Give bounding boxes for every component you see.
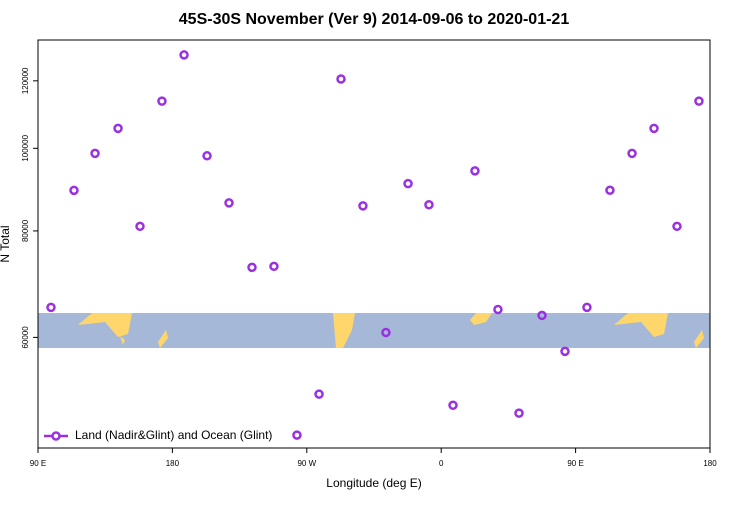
- data-point: [403, 178, 413, 189]
- y-tick-label: 120000: [21, 67, 30, 94]
- data-point: [46, 302, 56, 313]
- data-point: [672, 221, 682, 232]
- legend-label: Land (Nadir&Glint) and Ocean (Glint): [75, 428, 272, 442]
- y-tick-label: 80000: [21, 219, 30, 242]
- data-point: [224, 198, 234, 208]
- data-point: [470, 166, 480, 176]
- data-point: [560, 346, 570, 357]
- plot-frame: [37, 39, 711, 449]
- data-point: [292, 430, 302, 440]
- data-point: [90, 148, 100, 159]
- data-point: [314, 389, 324, 399]
- x-tick-label: 90 E: [567, 459, 583, 468]
- data-point: [336, 74, 346, 84]
- data-point: [135, 221, 145, 232]
- data-point: [157, 96, 167, 106]
- data-point: [493, 304, 503, 315]
- legend-marker: [51, 431, 61, 441]
- data-point: [113, 123, 123, 134]
- data-point: [247, 262, 257, 273]
- data-point: [358, 201, 368, 211]
- x-tick-label: 180: [166, 459, 180, 468]
- y-tick-label: 60000: [21, 326, 30, 349]
- data-point: [514, 408, 524, 418]
- chart-title: 45S-30S November (Ver 9) 2014-09-06 to 2…: [179, 11, 570, 28]
- y-axis-label: N Total: [0, 225, 12, 262]
- y-tick-label: 100000: [21, 134, 30, 161]
- data-point: [381, 327, 391, 338]
- map-band: [38, 313, 710, 348]
- data-point: [69, 185, 79, 196]
- data-point: [537, 310, 547, 321]
- data-point: [605, 185, 615, 195]
- x-tick-label: 0: [439, 459, 444, 468]
- data-point: [582, 302, 592, 313]
- x-tick-label: 90 E: [30, 459, 46, 468]
- data-point: [627, 148, 637, 159]
- x-axis-label: Longitude (deg E): [326, 476, 421, 490]
- data-point: [269, 261, 279, 272]
- x-tick-label: 90 W: [297, 459, 316, 468]
- data-point: [649, 123, 659, 134]
- data-point: [694, 96, 704, 106]
- data-point: [424, 199, 434, 210]
- data-point: [179, 50, 189, 60]
- x-tick-label: 180: [703, 459, 717, 468]
- data-point: [202, 151, 212, 161]
- data-point: [448, 400, 458, 410]
